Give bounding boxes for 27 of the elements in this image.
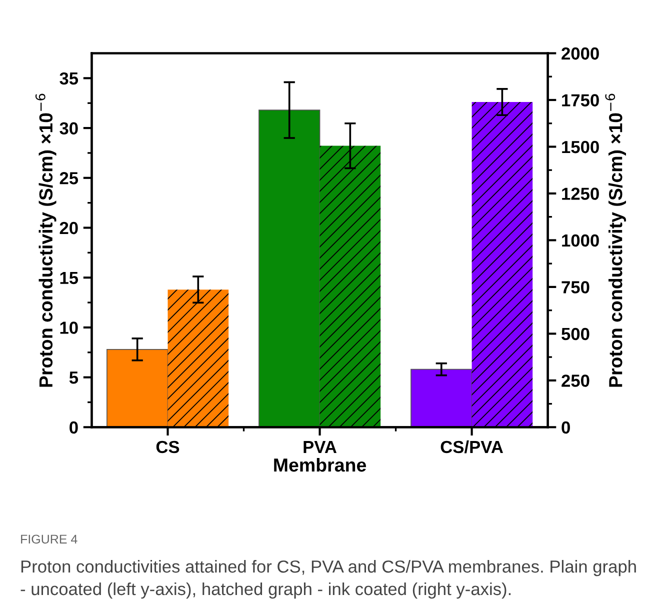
y2-tick-label: 750 — [562, 281, 590, 294]
x-tick-label: CS — [156, 440, 180, 454]
caption: FIGURE 4 — [21, 534, 78, 544]
y2-tick-label: 1000 — [562, 234, 599, 247]
bar — [410, 368, 472, 428]
x-tick-label: PVA — [304, 441, 337, 453]
y2-tick-label: 2000 — [562, 47, 599, 60]
y-tick-label: 10 — [60, 322, 78, 334]
y-tick-label: 30 — [60, 122, 78, 135]
y2-axis-title: Proton conductivity (S/cm) ×10$^{−6}$ — [605, 94, 626, 387]
y-tick-label: 25 — [60, 172, 78, 184]
y-tick-label: 20 — [60, 222, 78, 234]
y-tick-label: 15 — [60, 272, 78, 284]
x-tick-label: CS/PVA — [440, 440, 504, 454]
y2-tick-label: 1500 — [562, 140, 599, 154]
text: Proton conductivities attained for CS, PVA and CS/PVA membranes. Plain graph - uncoated (left y-axis), hatched graph - ink coated (right y-axis). — [20, 560, 636, 599]
y2-tick-label: 1750 — [562, 94, 599, 106]
y-tick-label: 5 — [69, 372, 78, 384]
y-tick-label: 0 — [70, 421, 78, 434]
y2-tick-label: 250 — [562, 374, 590, 387]
y-axis-title: Proton conductivity (S/cm) ×10$^{−6}$ — [35, 94, 56, 387]
y2-tick-label: 0 — [562, 421, 570, 434]
y-tick-label: 35 — [60, 72, 78, 85]
y2-tick-label: 500 — [562, 328, 590, 340]
bar — [472, 102, 533, 428]
x-axis-title: Membrane — [274, 458, 366, 472]
y2-tick-label: 1250 — [562, 188, 599, 200]
